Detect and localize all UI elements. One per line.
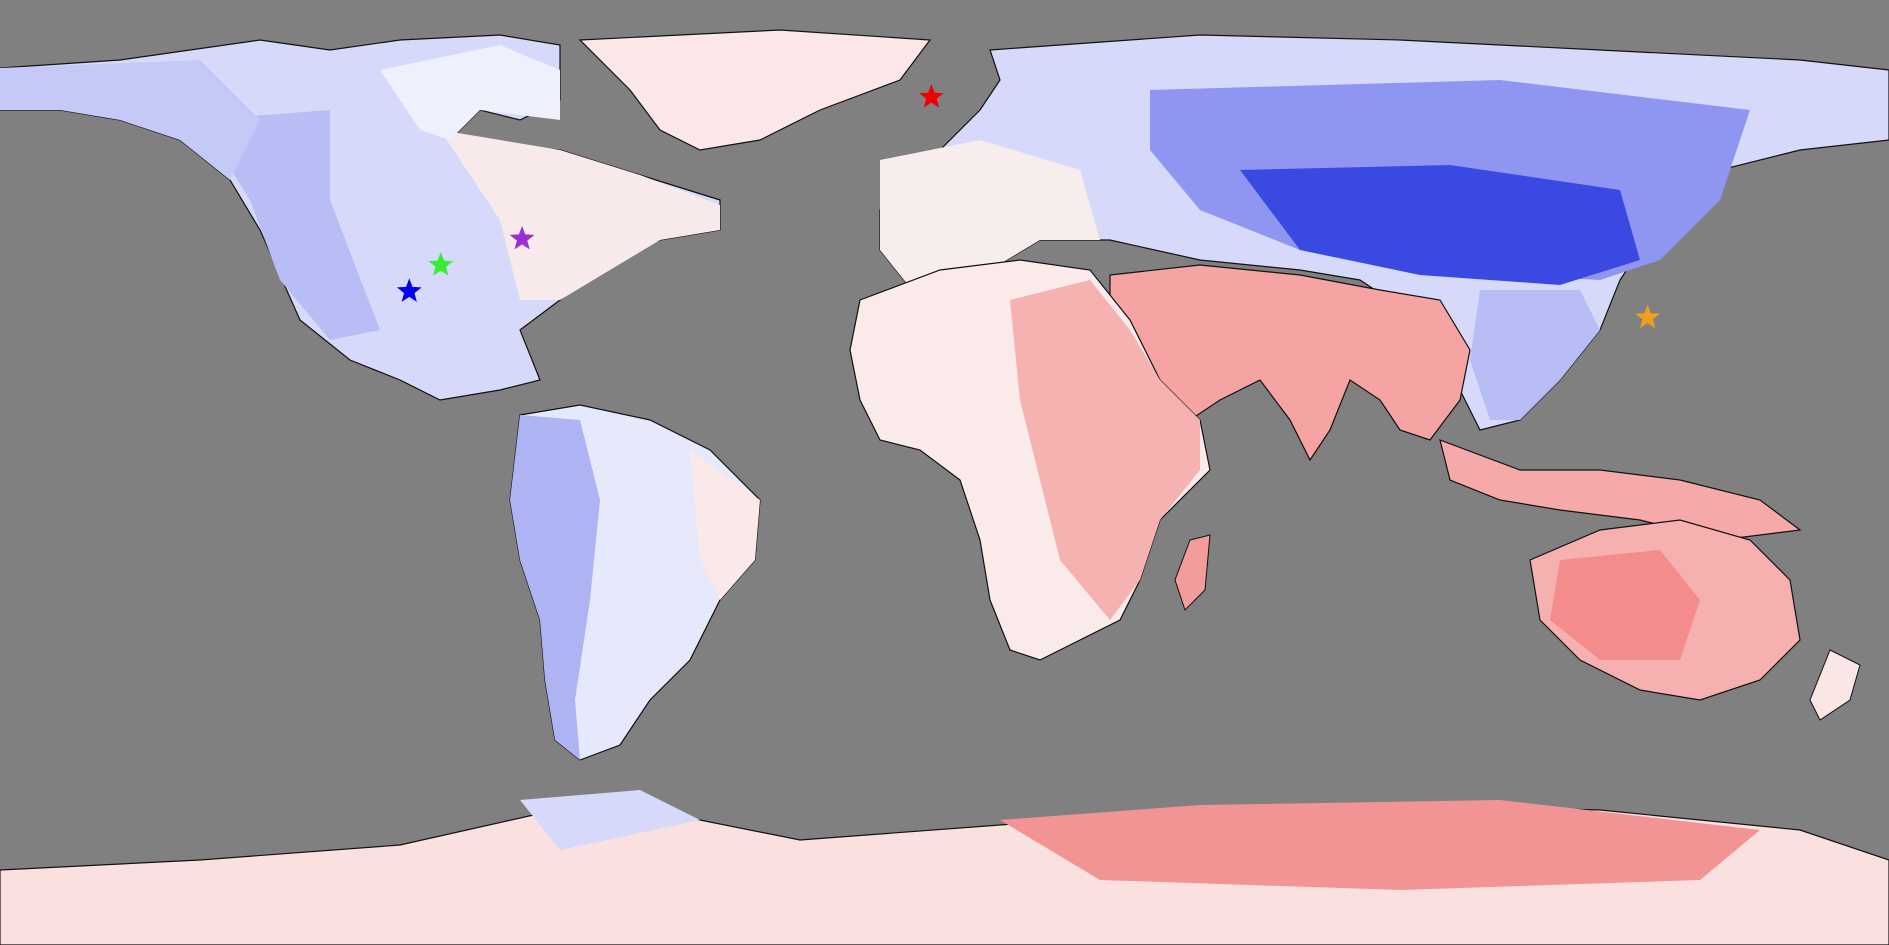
antarctica-hot-band [1000, 800, 1760, 890]
orange-star [1635, 304, 1660, 329]
south-america-east-warm-band [690, 450, 760, 600]
blue-star [396, 278, 422, 302]
south-america-region [509, 404, 761, 761]
north-america-east-band [440, 130, 720, 300]
se-asia-islands-land [1439, 439, 1802, 541]
central-asia-strong-cold-band [1240, 165, 1640, 285]
madagascar-land [1174, 534, 1211, 611]
africa-east-warm-band [1010, 280, 1200, 620]
north-america-cool-band [200, 110, 380, 340]
east-asia-cool-band [1470, 290, 1600, 420]
purple-star [509, 225, 535, 250]
antarctica-west-cool-band [520, 790, 700, 850]
south-asia-region [1109, 264, 1802, 541]
australia-region [1529, 519, 1861, 721]
europe-warm-band [880, 140, 1100, 300]
greenland-land [578, 29, 932, 151]
city-markers [396, 84, 1660, 329]
north-america-region [0, 34, 721, 401]
north-america-northeast-band [380, 45, 560, 140]
eurasia-region [879, 34, 1889, 431]
new-zealand-land [1809, 649, 1861, 721]
green-star [428, 252, 454, 276]
australia-hot-band [1550, 550, 1700, 660]
antarctica-region [0, 790, 1889, 945]
red-star [919, 84, 944, 108]
africa-region [849, 259, 1211, 661]
south-america-west-cool-band [510, 415, 600, 760]
north-america-west-band [0, 60, 260, 180]
